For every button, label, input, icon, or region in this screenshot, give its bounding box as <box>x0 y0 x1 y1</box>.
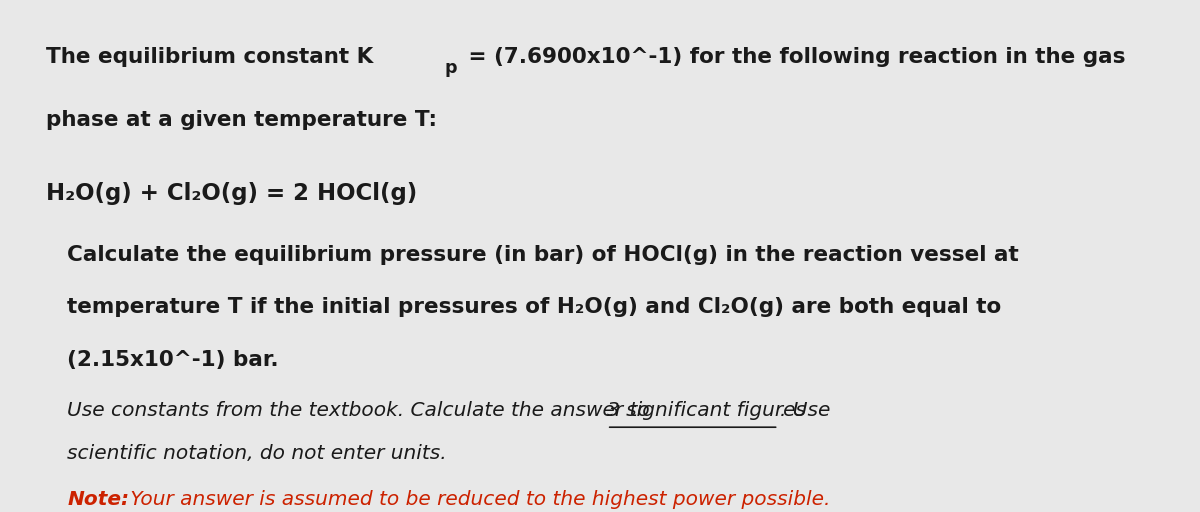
Text: Calculate the equilibrium pressure (in bar) of HOCl(g) in the reaction vessel at: Calculate the equilibrium pressure (in b… <box>67 245 1019 265</box>
Text: Note:: Note: <box>67 489 130 509</box>
Text: phase at a given temperature T:: phase at a given temperature T: <box>47 110 437 130</box>
Text: 3 significant figures: 3 significant figures <box>607 401 805 420</box>
Text: H₂O(g) + Cl₂O(g) = 2 HOCl(g): H₂O(g) + Cl₂O(g) = 2 HOCl(g) <box>47 182 418 205</box>
Text: . Use: . Use <box>780 401 830 420</box>
Text: (2.15x10^-1) bar.: (2.15x10^-1) bar. <box>67 350 280 370</box>
Text: The equilibrium constant K: The equilibrium constant K <box>47 48 373 68</box>
Text: = (7.6900x10^-1) for the following reaction in the gas: = (7.6900x10^-1) for the following react… <box>462 48 1126 68</box>
Text: temperature T if the initial pressures of H₂O(g) and Cl₂O(g) are both equal to: temperature T if the initial pressures o… <box>67 297 1002 317</box>
Text: p: p <box>444 59 457 77</box>
Text: Use constants from the textbook. Calculate the answer to: Use constants from the textbook. Calcula… <box>67 401 656 420</box>
Text: scientific notation, do not enter units.: scientific notation, do not enter units. <box>67 444 448 463</box>
Text: Your answer is assumed to be reduced to the highest power possible.: Your answer is assumed to be reduced to … <box>125 489 830 509</box>
